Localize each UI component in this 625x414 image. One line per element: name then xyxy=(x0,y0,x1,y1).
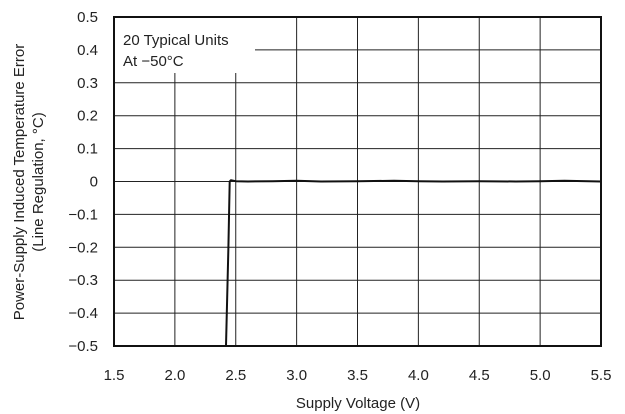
y-tick-label: 0.2 xyxy=(77,108,98,125)
annotation-box: 20 Typical Units At −50°C xyxy=(115,18,255,73)
y-tick-label: 0.4 xyxy=(77,42,98,59)
annotation-line-2: At −50°C xyxy=(123,53,184,70)
y-tick-label: −0.3 xyxy=(68,272,98,289)
y-axis-title: Power-Supply Induced Temperature Error xyxy=(11,44,28,321)
y-tick-label: 0 xyxy=(90,174,98,191)
x-tick-labels: 1.5 2.0 2.5 3.0 3.5 4.0 4.5 5.0 5.5 xyxy=(104,367,612,384)
y-tick-label: 0.3 xyxy=(77,75,98,92)
x-tick-label: 4.5 xyxy=(469,367,490,384)
x-tick-label: 5.5 xyxy=(591,367,612,384)
y-tick-labels: 0.5 0.4 0.3 0.2 0.1 0 −0.1 −0.2 −0.3 −0.4 −0.5 xyxy=(68,9,98,355)
y-tick-label: 0.1 xyxy=(77,141,98,158)
plot-frame xyxy=(113,16,602,347)
y-tick-label: −0.2 xyxy=(68,239,98,256)
annotation-line-1: 20 Typical Units xyxy=(123,32,229,49)
x-tick-label: 3.0 xyxy=(286,367,307,384)
x-tick-label: 2.5 xyxy=(225,367,246,384)
y-tick-label: −0.5 xyxy=(68,338,98,355)
x-axis-title: Supply Voltage (V) xyxy=(296,395,420,412)
y-axis-title-line-2: (Line Regulation, °C) xyxy=(30,112,47,251)
x-tick-label: 4.0 xyxy=(408,367,429,384)
y-tick-label: 0.5 xyxy=(77,9,98,26)
y-tick-label: −0.4 xyxy=(68,305,98,322)
x-tick-label: 5.0 xyxy=(530,367,551,384)
x-tick-label: 2.0 xyxy=(164,367,185,384)
x-tick-label: 1.5 xyxy=(104,367,125,384)
series-group xyxy=(225,179,602,347)
y-tick-label: −0.1 xyxy=(68,206,98,223)
x-tick-label: 3.5 xyxy=(347,367,368,384)
series-line xyxy=(225,179,602,347)
